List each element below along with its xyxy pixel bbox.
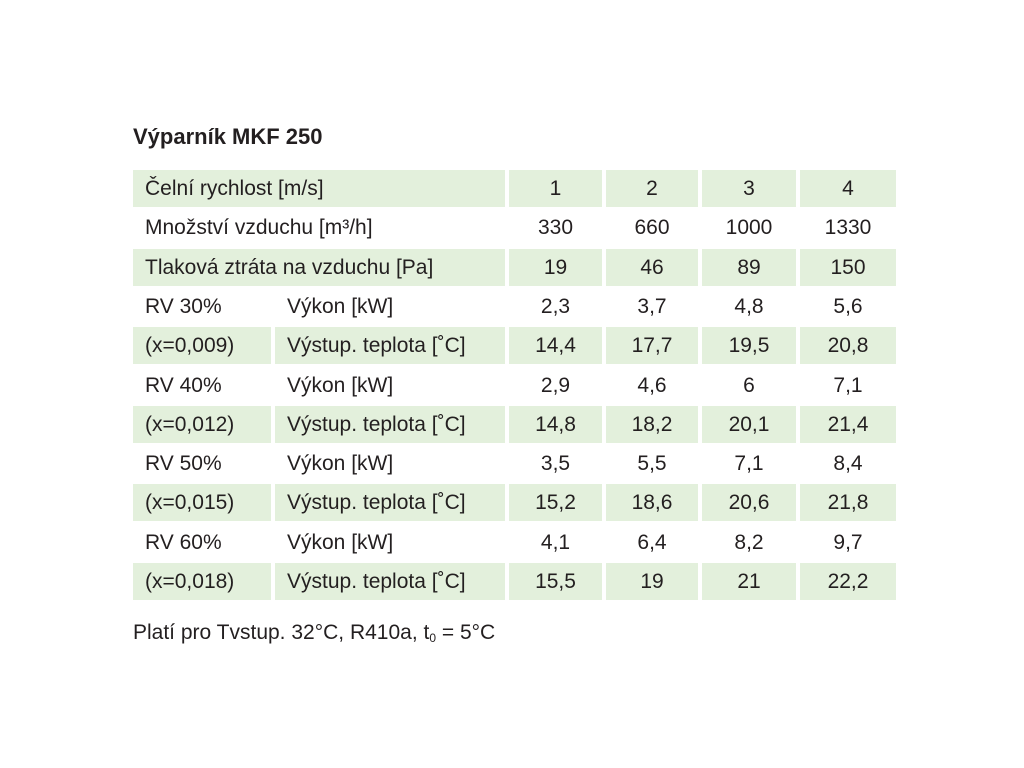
value-cell: 15,5	[509, 563, 602, 600]
value-cell: 4,8	[734, 294, 764, 318]
value-cell: 9,7	[833, 530, 863, 554]
value-cell: 20,1	[702, 405, 796, 443]
label-cell: Výkon [kW]	[287, 294, 394, 318]
label-cell: RV 30%	[145, 294, 222, 318]
value-cell: 3,7	[637, 294, 667, 318]
value-cell: 4,1	[540, 530, 571, 554]
value-cell: 6,4	[637, 530, 667, 554]
label-cell: RV 60%	[145, 530, 222, 554]
value-cell: 21,8	[800, 484, 896, 522]
value-cell: 7,1	[734, 452, 764, 476]
value-cell: 4	[800, 170, 896, 207]
footnote-subscript: 0	[429, 631, 437, 645]
label-cell: Výstup. teplota [˚C]	[275, 327, 505, 365]
value-cell: 19,5	[702, 327, 796, 365]
label-cell: Výkon [kW]	[287, 530, 394, 554]
value-cell: 3,5	[540, 452, 571, 476]
footnote: Platí pro Tvstup. 32°C, R410a, t0 = 5°C	[133, 621, 495, 645]
value-cell: 8,2	[734, 530, 764, 554]
label-cell: RV 50%	[145, 452, 222, 476]
label-cell: (x=0,015)	[133, 484, 271, 522]
value-cell: 22,2	[800, 563, 896, 600]
value-cell: 19	[509, 248, 602, 286]
value-cell: 150	[800, 248, 896, 286]
value-cell: 3	[702, 170, 796, 207]
label-cell: (x=0,009)	[133, 327, 271, 365]
value-cell: 18,2	[606, 405, 698, 443]
label-cell: Výstup. teplota [˚C]	[275, 405, 505, 443]
value-cell: 2,9	[540, 373, 571, 397]
label-cell: Množství vzduchu [m³/h]	[145, 216, 373, 240]
label-cell: Čelní rychlost [m/s]	[133, 170, 505, 207]
footnote-text: = 5°C	[436, 621, 496, 644]
value-cell: 8,4	[833, 452, 863, 476]
value-cell: 19	[606, 563, 698, 600]
value-cell: 330	[537, 216, 574, 240]
label-cell: Výkon [kW]	[287, 452, 394, 476]
value-cell: 5,6	[833, 294, 863, 318]
value-cell: 5,5	[637, 452, 667, 476]
value-cell: 21	[702, 563, 796, 600]
value-cell: 7,1	[833, 373, 863, 397]
label-cell: Výstup. teplota [˚C]	[275, 563, 505, 600]
label-cell: Výstup. teplota [˚C]	[275, 484, 505, 522]
value-cell: 2,3	[540, 294, 571, 318]
label-cell: Tlaková ztráta na vzduchu [Pa]	[133, 248, 505, 286]
value-cell: 1330	[824, 216, 872, 240]
value-cell: 18,6	[606, 484, 698, 522]
value-cell: 17,7	[606, 327, 698, 365]
value-cell: 46	[606, 248, 698, 286]
value-cell: 15,2	[509, 484, 602, 522]
value-cell: 660	[634, 216, 670, 240]
value-cell: 4,6	[637, 373, 667, 397]
value-cell: 2	[606, 170, 698, 207]
value-cell: 14,4	[509, 327, 602, 365]
value-cell: 89	[702, 248, 796, 286]
value-cell: 21,4	[800, 405, 896, 443]
value-cell: 1000	[725, 216, 773, 240]
title: Výparník MKF 250	[133, 124, 323, 149]
value-cell: 1	[509, 170, 602, 207]
value-cell: 20,6	[702, 484, 796, 522]
value-cell: 14,8	[509, 405, 602, 443]
footnote-text: Platí pro Tvstup. 32°C, R410a, t	[133, 621, 430, 644]
label-cell: (x=0,018)	[133, 563, 271, 600]
label-cell: Výkon [kW]	[287, 373, 394, 397]
label-cell: (x=0,012)	[133, 405, 271, 443]
value-cell: 20,8	[800, 327, 896, 365]
label-cell: RV 40%	[145, 373, 222, 397]
value-cell: 6	[743, 373, 755, 397]
